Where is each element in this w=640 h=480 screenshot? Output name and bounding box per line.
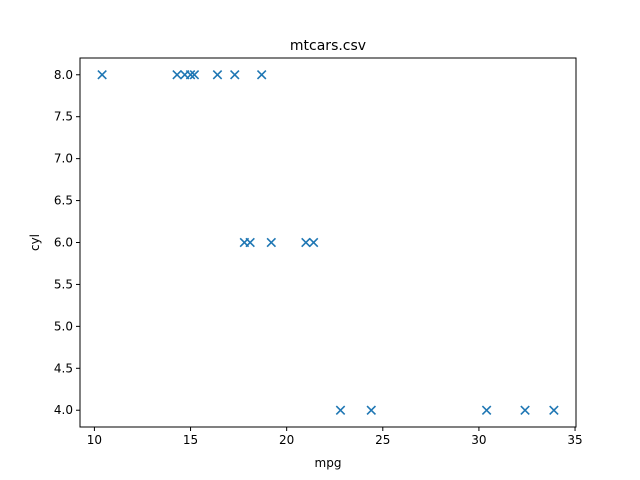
- data-point: [335, 405, 346, 415]
- marker-stroke: [245, 237, 255, 248]
- y-tick-label: 6.5: [54, 194, 73, 208]
- marker-stroke: [229, 70, 240, 80]
- y-tick-label: 7.0: [54, 152, 73, 166]
- data-point: [229, 70, 240, 80]
- marker-stroke: [185, 70, 196, 80]
- data-point: [189, 70, 200, 80]
- data-point: [481, 405, 492, 415]
- marker-stroke: [256, 70, 267, 80]
- y-tick-label: 8.0: [54, 68, 73, 82]
- x-tick-label: 20: [279, 433, 294, 447]
- chart-title: mtcars.csv: [290, 38, 366, 54]
- y-tick-label: 6.0: [54, 236, 73, 250]
- marker-stroke: [308, 237, 319, 248]
- y-tick-label: 7.5: [54, 110, 73, 124]
- data-point: [308, 237, 319, 248]
- x-tick-label: 35: [567, 433, 582, 447]
- data-point: [366, 405, 377, 415]
- data-point: [266, 237, 277, 248]
- marker-stroke: [266, 237, 277, 248]
- data-point: [301, 237, 311, 248]
- data-point: [520, 405, 530, 415]
- data-point: [256, 70, 267, 80]
- data-point: [549, 405, 559, 415]
- marker-stroke: [172, 70, 182, 80]
- axes: 10 15 20 25 30 35 4.0 4.5 5.0 5.5 6.0 6.5 7.0 7.5 8.0: [54, 68, 583, 447]
- marker-stroke: [189, 70, 200, 80]
- data-point: [212, 70, 223, 80]
- data-point: [245, 237, 255, 248]
- plot-marks: [97, 70, 559, 415]
- marker-stroke: [366, 405, 377, 415]
- x-tick-label: 25: [375, 433, 390, 447]
- x-tick-label: 10: [87, 433, 102, 447]
- marker-stroke: [97, 70, 107, 80]
- marker-stroke: [481, 405, 492, 415]
- marker-stroke: [301, 237, 311, 248]
- marker-stroke: [520, 405, 530, 415]
- marker-stroke: [212, 70, 223, 80]
- x-tick-label: 30: [471, 433, 486, 447]
- data-point: [172, 70, 182, 80]
- y-tick-label: 4.0: [54, 403, 73, 417]
- marker-stroke: [335, 405, 346, 415]
- x-tick-label: 15: [183, 433, 198, 447]
- data-point: [97, 70, 107, 80]
- x-axis-label: mpg: [315, 456, 342, 470]
- y-tick-label: 5.5: [54, 277, 73, 291]
- plot-frame: [79, 57, 577, 428]
- y-tick-label: 5.0: [54, 319, 73, 333]
- y-axis-label: cyl: [28, 234, 42, 251]
- marker-stroke: [549, 405, 559, 415]
- data-point: [185, 70, 196, 80]
- y-tick-label: 4.5: [54, 361, 73, 375]
